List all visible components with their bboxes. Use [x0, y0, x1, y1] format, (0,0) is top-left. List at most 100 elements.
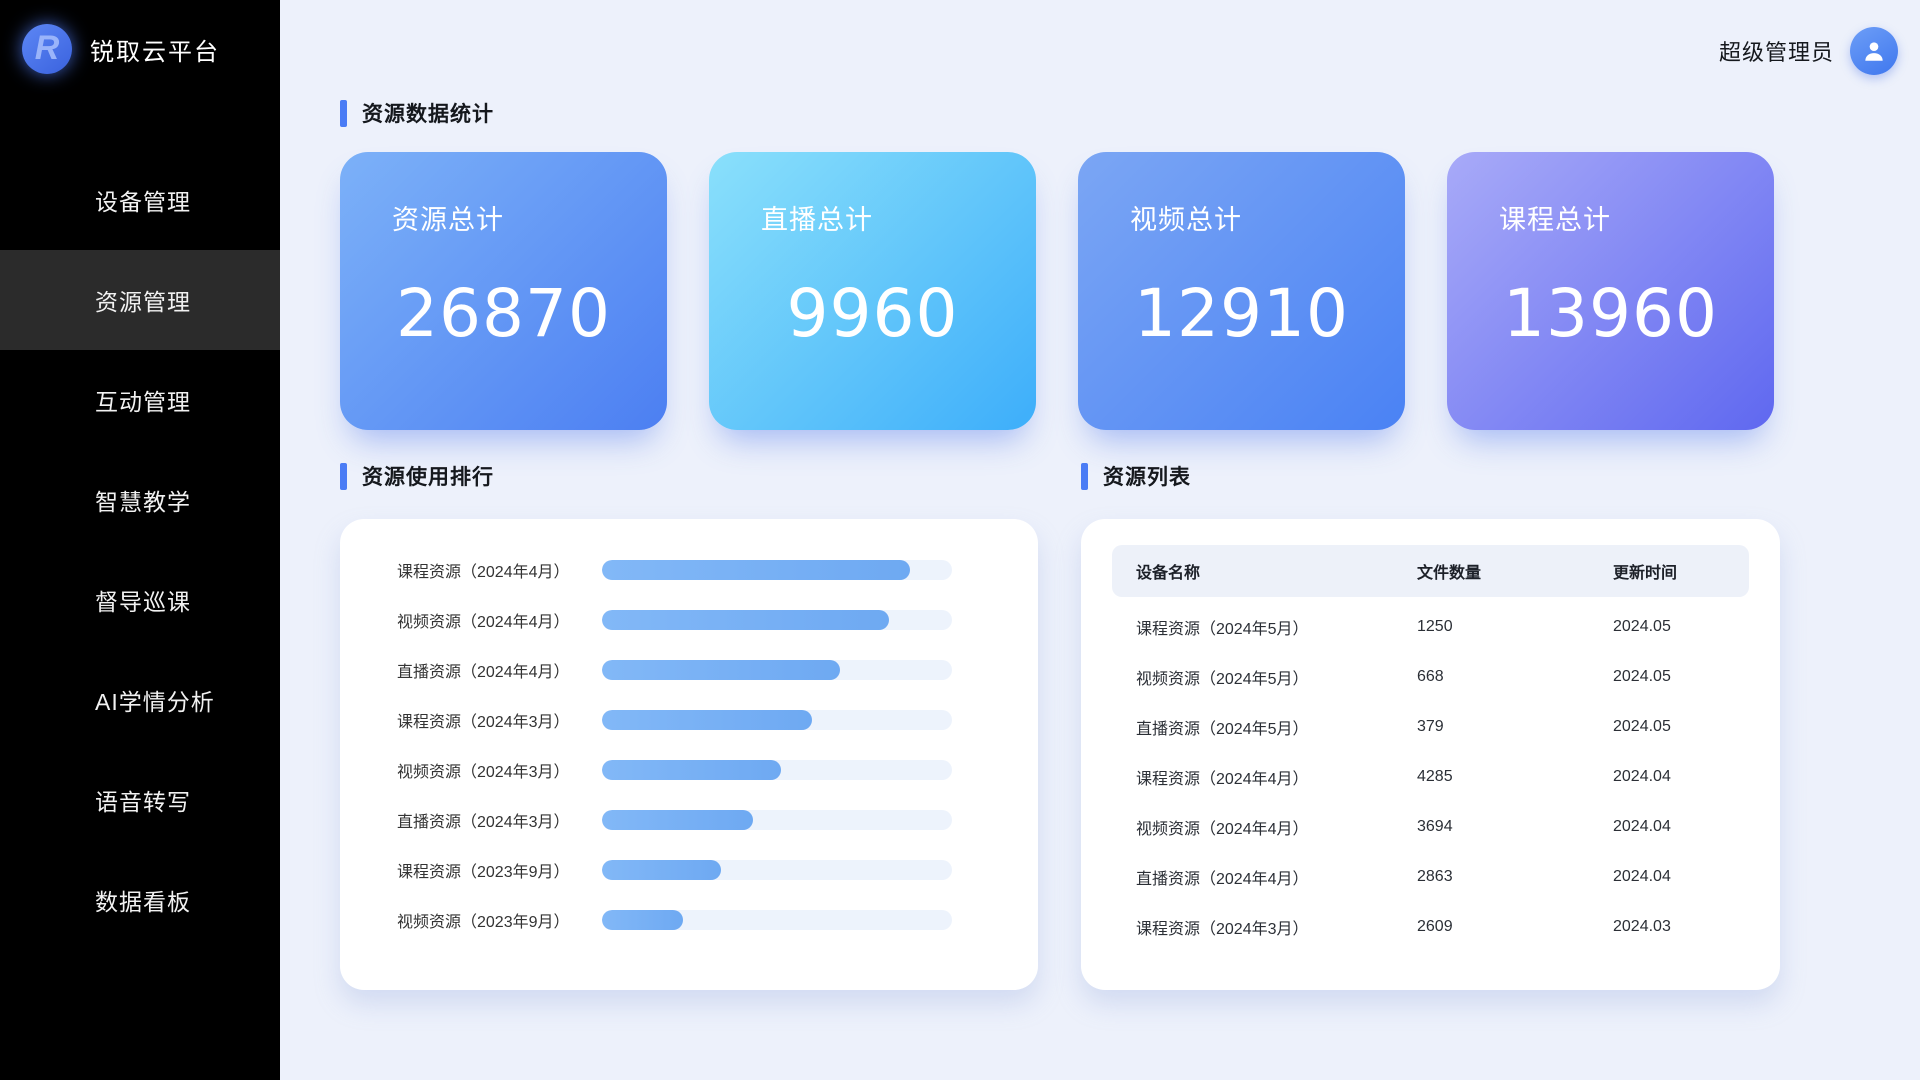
cell-date: 2024.04	[1613, 768, 1671, 785]
lower-section: 资源使用排行 课程资源（2024年4月） 视频资源（2024年4	[340, 461, 1920, 990]
chart-row-label: 视频资源（2023年9月）	[397, 914, 570, 931]
user-icon	[1865, 42, 1883, 61]
stats-section-head: 资源数据统计	[340, 98, 1920, 128]
sidebar-item-label: 互动管理	[95, 389, 191, 415]
cell-count: 1250	[1417, 618, 1453, 635]
cell-date: 2024.04	[1613, 818, 1671, 835]
cell-date: 2024.05	[1613, 618, 1671, 635]
bar-fill	[602, 760, 781, 780]
chart-row-label: 直播资源（2024年3月）	[397, 814, 570, 831]
ranking-bar-chart: 课程资源（2024年4月） 视频资源（2024年4月）	[340, 519, 1038, 945]
sidebar-item-label: AI学情分析	[95, 689, 215, 715]
cell-count: 4285	[1417, 768, 1453, 785]
table-row: 直播资源（2024年5月） 379 2024.05	[1112, 702, 1749, 752]
table-row: 课程资源（2024年5月） 1250 2024.05	[1112, 602, 1749, 652]
bar-fill	[602, 710, 812, 730]
col-header-count: 文件数量	[1417, 565, 1482, 582]
bar-fill	[602, 860, 721, 880]
bar-track	[602, 660, 952, 680]
ranking-column: 资源使用排行 课程资源（2024年4月） 视频资源（2024年4	[340, 461, 1038, 990]
topbar: 超级管理员	[1719, 27, 1898, 75]
sidebar-item-label: 资源管理	[95, 289, 191, 315]
chart-row-label: 课程资源（2024年4月）	[397, 564, 570, 581]
sidebar-item[interactable]: 数据看板	[0, 850, 280, 950]
stat-card-label: 课程总计	[1499, 205, 1611, 235]
sidebar-item[interactable]: 督导巡课	[0, 550, 280, 650]
chart-row: 课程资源（2023年9月）	[397, 845, 1038, 895]
stats-section-title: 资源数据统计	[362, 103, 494, 126]
logo-letter: R	[34, 28, 60, 67]
bar-track	[602, 710, 952, 730]
logo-row: R 锐取云平台	[0, 0, 280, 74]
table-row: 课程资源（2024年3月） 2609 2024.03	[1112, 902, 1749, 952]
cell-name: 课程资源（2024年3月）	[1136, 921, 1309, 938]
chart-row: 视频资源（2024年4月）	[397, 595, 1038, 645]
bar-track	[602, 610, 952, 630]
user-avatar[interactable]	[1850, 27, 1898, 75]
cell-date: 2024.04	[1613, 868, 1671, 885]
bar-fill	[602, 810, 753, 830]
accent-bar	[340, 99, 347, 127]
sidebar-item-label: 数据看板	[95, 889, 191, 915]
chart-row-label: 视频资源（2024年4月）	[397, 614, 570, 631]
cell-date: 2024.05	[1613, 668, 1671, 685]
cell-name: 视频资源（2024年5月）	[1136, 671, 1309, 688]
chart-row: 直播资源（2024年3月）	[397, 795, 1038, 845]
table-row: 直播资源（2024年4月） 2863 2024.04	[1112, 852, 1749, 902]
stat-cards: 资源总计 26870 直播总计 9960 视频总计 12910 课程总计 139…	[340, 152, 1920, 430]
sidebar-item[interactable]: 智慧教学	[0, 450, 280, 550]
sidebar-item[interactable]: 互动管理	[0, 350, 280, 450]
chart-row-label: 课程资源（2023年9月）	[397, 864, 570, 881]
sidebar-item-label: 设备管理	[95, 189, 191, 215]
sidebar-item[interactable]: 语音转写	[0, 750, 280, 850]
ranking-section-title: 资源使用排行	[362, 466, 494, 489]
sidebar-item[interactable]: 设备管理	[0, 150, 280, 250]
stat-card-value: 26870	[396, 275, 611, 352]
stat-card-label: 资源总计	[392, 205, 504, 235]
cell-count: 3694	[1417, 818, 1453, 835]
app-title: 锐取云平台	[90, 38, 220, 66]
chart-row-label: 直播资源（2024年4月）	[397, 664, 570, 681]
bar-track	[602, 760, 952, 780]
sidebar-item[interactable]: AI学情分析	[0, 650, 280, 750]
cell-name: 课程资源（2024年4月）	[1136, 771, 1309, 788]
cell-date: 2024.03	[1613, 918, 1671, 935]
chart-row: 课程资源（2024年3月）	[397, 695, 1038, 745]
cell-count: 379	[1417, 718, 1444, 735]
sidebar-item[interactable]: 资源管理	[0, 250, 280, 350]
cell-name: 直播资源（2024年4月）	[1136, 871, 1309, 888]
main-content: 超级管理员 资源数据统计 资源总计 26870 直播总计 9960 视频总计	[280, 0, 1920, 1080]
stat-card: 课程总计 13960	[1447, 152, 1774, 430]
chart-row: 视频资源（2024年3月）	[397, 745, 1038, 795]
list-section-title: 资源列表	[1103, 466, 1191, 489]
bar-fill	[602, 660, 840, 680]
table-row: 视频资源（2024年4月） 3694 2024.04	[1112, 802, 1749, 852]
stat-card: 直播总计 9960	[709, 152, 1036, 430]
cell-count: 668	[1417, 668, 1444, 685]
ranking-section-head: 资源使用排行	[340, 461, 1038, 491]
cell-date: 2024.05	[1613, 718, 1671, 735]
stat-card-value: 12910	[1134, 275, 1349, 352]
user-name: 超级管理员	[1718, 40, 1834, 65]
stat-card-label: 直播总计	[761, 205, 873, 235]
accent-bar	[340, 462, 347, 490]
bar-fill	[602, 910, 683, 930]
cell-count: 2609	[1417, 918, 1453, 935]
sidebar-nav: 设备管理 资源管理 互动管理 智慧教学 督导巡课 AI学情分析 语音转写	[0, 150, 280, 950]
chart-row-label: 视频资源（2024年3月）	[397, 764, 570, 781]
cell-name: 课程资源（2024年5月）	[1136, 621, 1309, 638]
bar-fill	[602, 610, 889, 630]
chart-row: 课程资源（2024年4月）	[397, 545, 1038, 595]
chart-row-label: 课程资源（2024年3月）	[397, 714, 570, 731]
col-header-name: 设备名称	[1136, 565, 1201, 582]
ranking-panel: 课程资源（2024年4月） 视频资源（2024年4月）	[340, 519, 1038, 990]
list-column: 资源列表 设备名称 文件数量 更新时间 课程资源（2024年5月） 125	[1081, 461, 1780, 990]
table-rows: 课程资源（2024年5月） 1250 2024.05 视频资源（2024年5月）…	[1112, 602, 1749, 952]
resource-table: 设备名称 文件数量 更新时间 课程资源（2024年5月） 1250 2024.0…	[1081, 519, 1780, 952]
stat-card-label: 视频总计	[1130, 205, 1242, 235]
table-row: 视频资源（2024年5月） 668 2024.05	[1112, 652, 1749, 702]
sidebar-item-label: 智慧教学	[95, 489, 191, 515]
stat-card-value: 9960	[786, 275, 959, 352]
bar-track	[602, 860, 952, 880]
cell-name: 视频资源（2024年4月）	[1136, 821, 1309, 838]
